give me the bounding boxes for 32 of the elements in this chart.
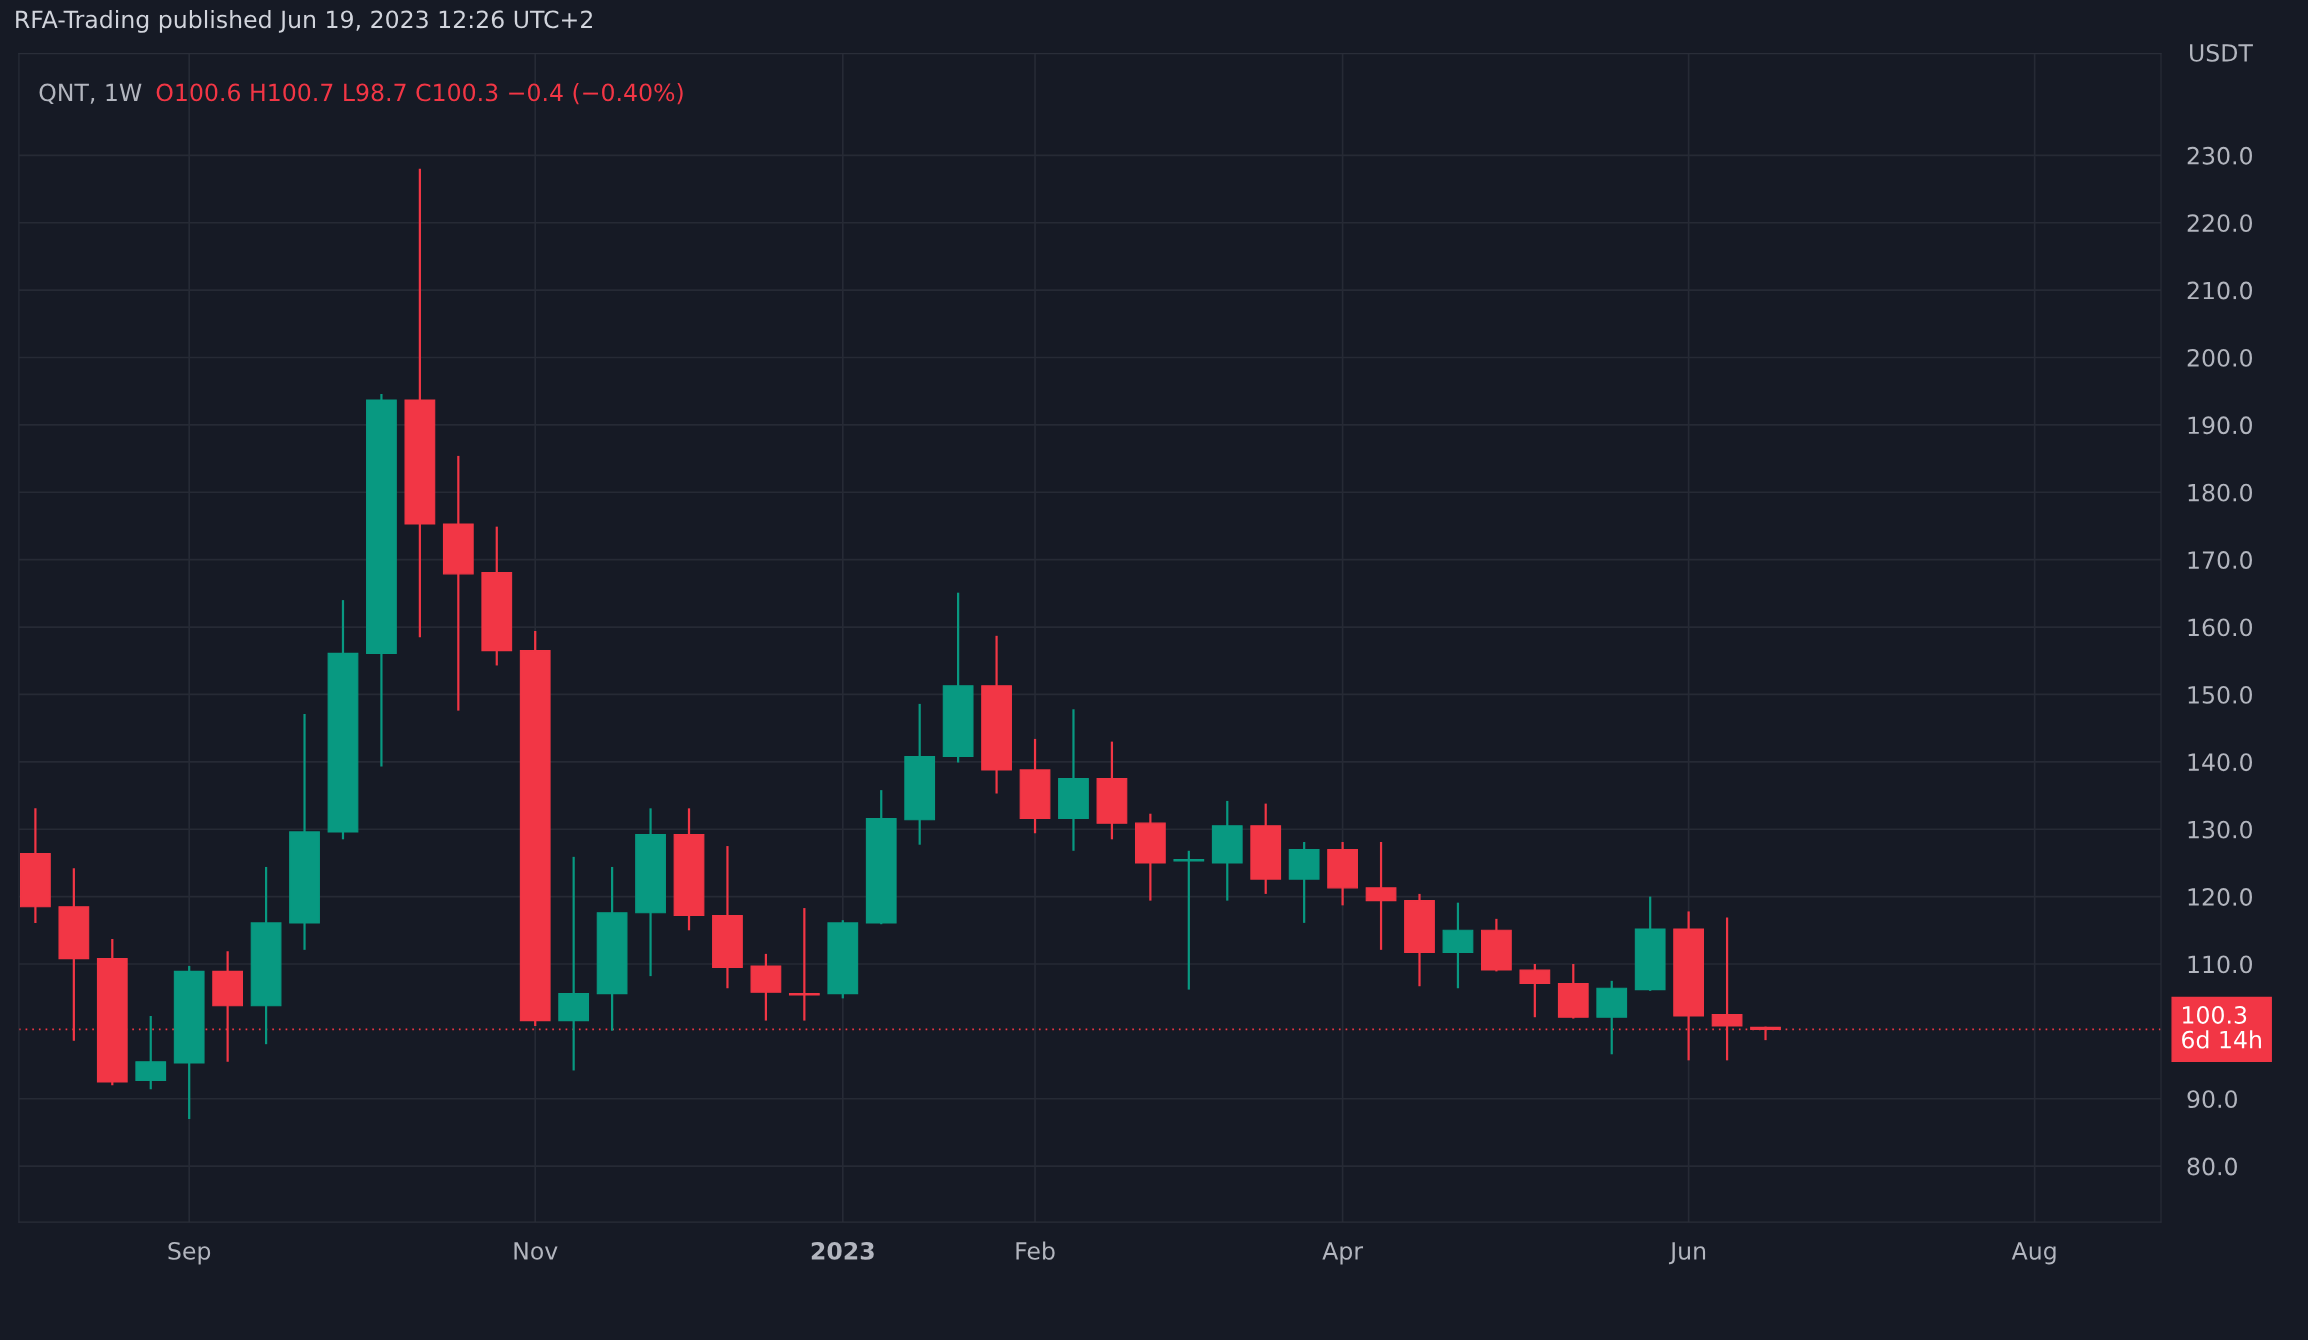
text: O100.6 H100.7 L98.7 C100.3 −0.4 (−0.40%) bbox=[156, 83, 683, 105]
x-tick-label: Feb bbox=[1016, 1241, 1055, 1260]
y-tick-label: 230.0 bbox=[2187, 146, 2253, 165]
y-tick-label: 190.0 bbox=[2188, 416, 2253, 435]
y-axis-title: USDT bbox=[2190, 43, 2253, 62]
y-tick-label: 140.0 bbox=[2188, 753, 2253, 772]
y-tick-label: 90.0 bbox=[2187, 1090, 2237, 1109]
y-tick-label: 150.0 bbox=[2188, 685, 2253, 704]
x-tick-label: Aug bbox=[2011, 1242, 2056, 1265]
y-tick-label: 220.0 bbox=[2187, 214, 2253, 233]
x-tick-label: Apr bbox=[1322, 1242, 1364, 1265]
x-tick-label: Sep bbox=[168, 1241, 211, 1265]
y-tick-label: 130.0 bbox=[2188, 820, 2253, 839]
ref-line-label: 100.3 6d 14h bbox=[2182, 1006, 2261, 1049]
y-tick-label: 200.0 bbox=[2187, 348, 2253, 367]
y-tick-label: 160.0 bbox=[2188, 618, 2253, 637]
y-tick-label: 170.0 bbox=[2188, 551, 2253, 569]
candlestick bbox=[1173, 849, 1205, 991]
candlestick bbox=[1750, 1025, 1781, 1042]
candlestick bbox=[1365, 840, 1397, 951]
y-tick-label: 110.0 bbox=[2188, 955, 2253, 974]
y-tick-label: 120.0 bbox=[2188, 888, 2253, 906]
x-tick-label: Jun bbox=[1668, 1242, 1706, 1265]
x-tick-label: 2023 bbox=[811, 1241, 874, 1260]
candlestick bbox=[788, 906, 820, 1022]
y-tick-label: 80.0 bbox=[2187, 1157, 2237, 1176]
y-tick-label: 180.0 bbox=[2188, 483, 2253, 502]
text: RFA-Trading published Jun 19, 2023 12:26 UTC+2 bbox=[16, 10, 592, 33]
x-tick-label: Nov bbox=[514, 1242, 558, 1260]
text: QNT, 1W bbox=[39, 83, 142, 105]
y-tick-label: 210.0 bbox=[2187, 281, 2253, 300]
candlestick bbox=[1711, 916, 1743, 1062]
